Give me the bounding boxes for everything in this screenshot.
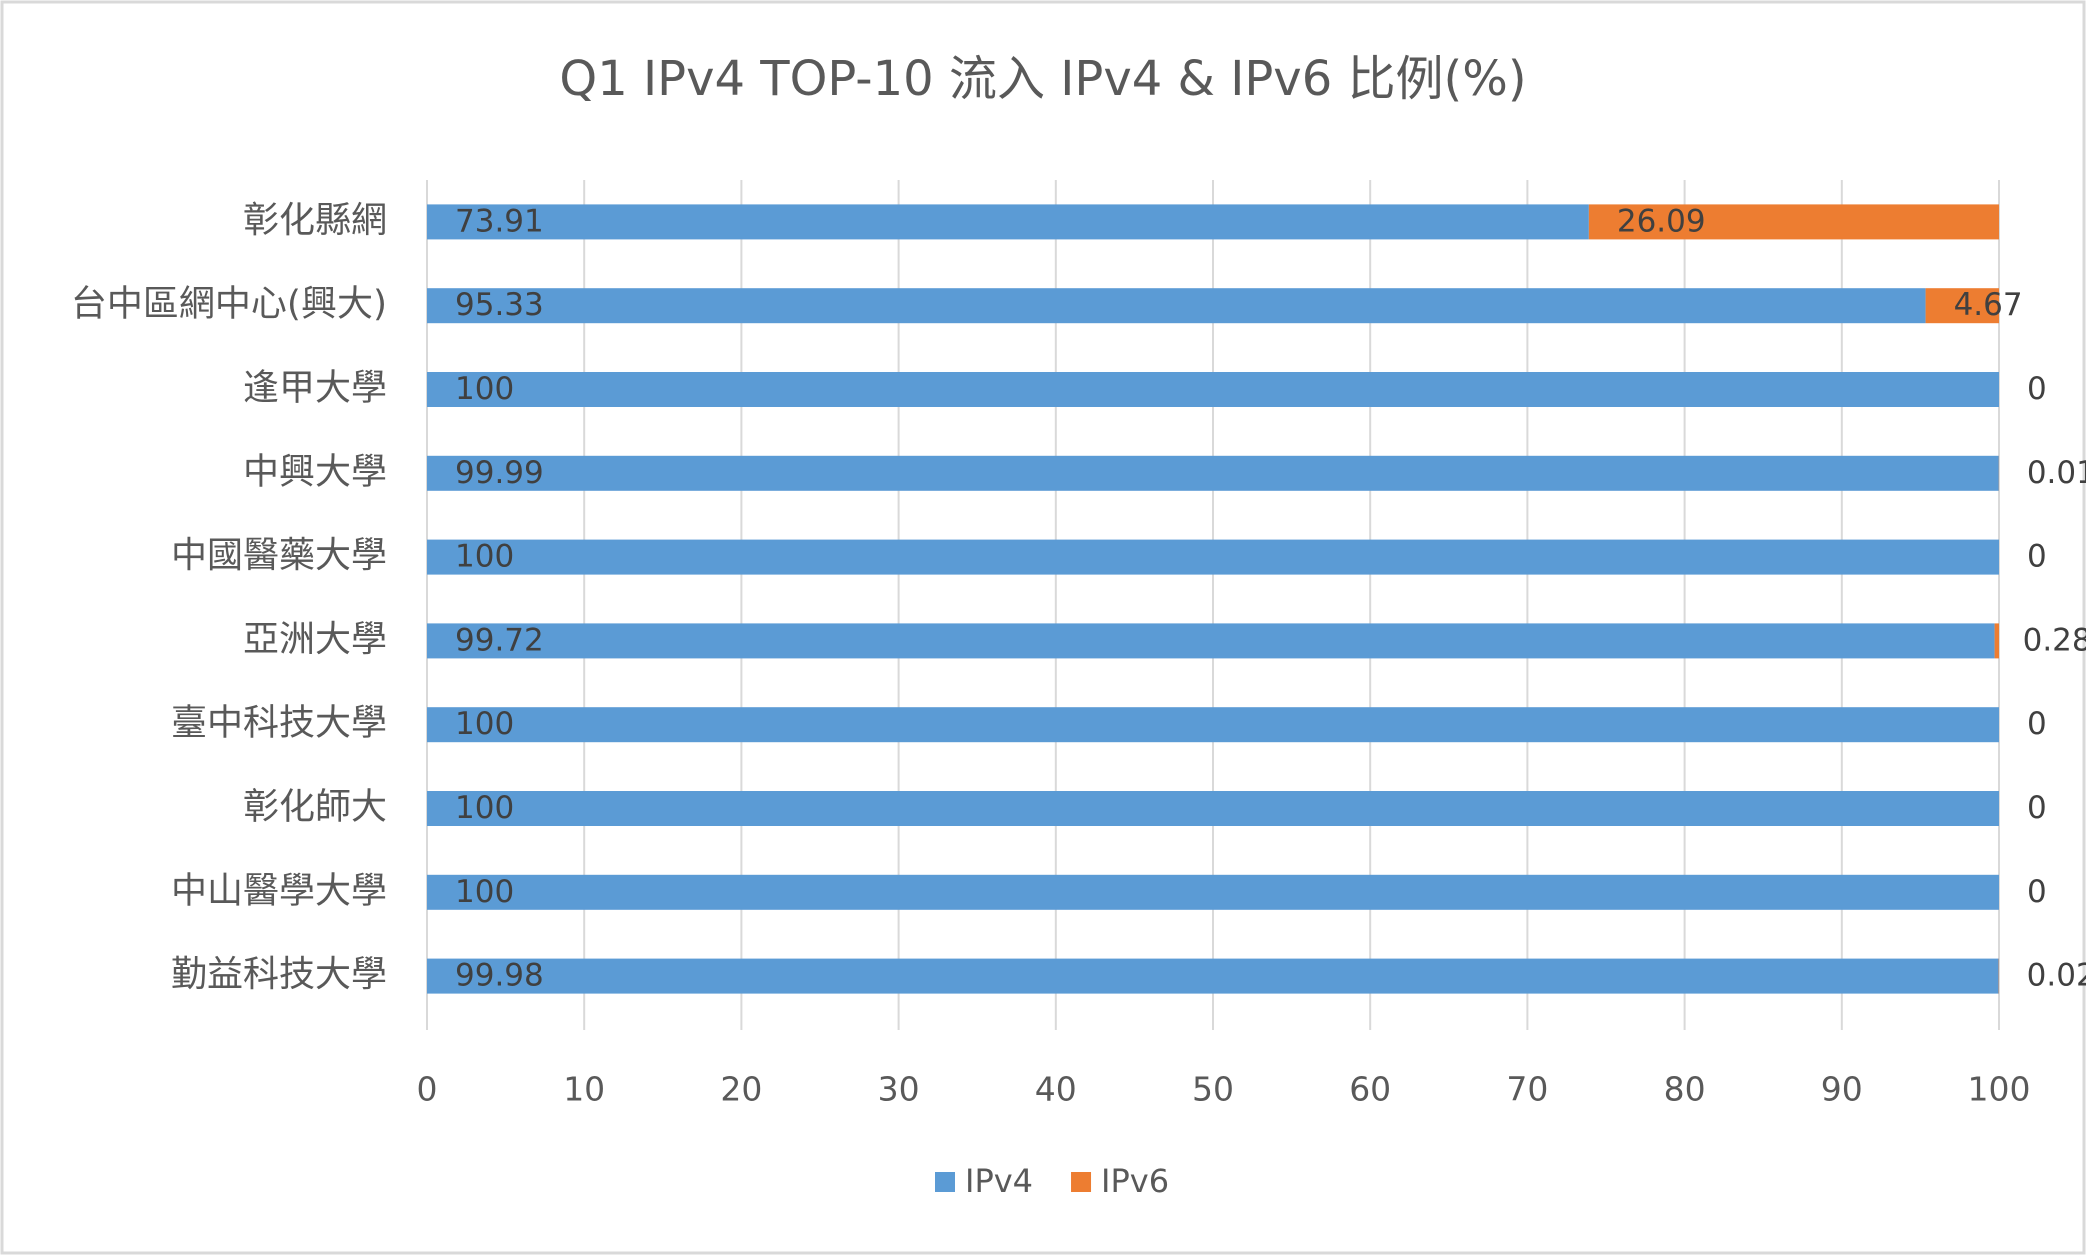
x-tick-label: 90 xyxy=(1821,1070,1863,1109)
bar-segment xyxy=(427,288,1926,324)
data-label: 0.02 xyxy=(2027,958,2086,994)
legend-swatch xyxy=(935,1172,955,1192)
x-tick-label: 80 xyxy=(1664,1070,1706,1109)
data-label: 100 xyxy=(455,706,514,742)
x-tick-label: 100 xyxy=(1968,1070,2031,1109)
y-tick-label: 勤益科技大學 xyxy=(171,954,387,995)
y-tick-label: 彰化縣網 xyxy=(243,200,387,241)
data-label: 0 xyxy=(2027,874,2047,910)
data-label: 4.67 xyxy=(1954,287,2023,323)
y-tick-label: 逢甲大學 xyxy=(243,368,387,409)
data-label: 100 xyxy=(455,790,514,826)
x-tick-label: 40 xyxy=(1035,1070,1077,1109)
legend-label: IPv6 xyxy=(1101,1162,1169,1200)
data-label: 73.91 xyxy=(455,203,544,239)
data-label: 99.98 xyxy=(455,958,544,994)
data-label: 95.33 xyxy=(455,287,544,323)
legend-swatch xyxy=(1071,1172,1092,1192)
legend-label: IPv4 xyxy=(965,1162,1033,1200)
data-label: 99.72 xyxy=(455,622,544,658)
bar-segment xyxy=(427,372,1999,407)
bar-segment xyxy=(427,539,1999,575)
x-tick-label: 60 xyxy=(1349,1070,1391,1109)
y-tick-label: 臺中科技大學 xyxy=(171,703,387,744)
bar-segment xyxy=(427,707,1999,743)
x-tick-label: 10 xyxy=(563,1070,605,1109)
data-label: 100 xyxy=(455,539,514,575)
bar-segment xyxy=(427,958,1999,994)
bar-segment xyxy=(427,791,1999,826)
data-label: 99.99 xyxy=(455,455,544,491)
bar-segment xyxy=(1588,204,1999,240)
data-label: 0 xyxy=(2027,539,2047,575)
chart-title: Q1 IPv4 TOP-10 流入 IPv4 & IPv6 比例(%) xyxy=(559,51,1526,107)
data-label: 100 xyxy=(455,371,514,407)
data-label: 0 xyxy=(2027,790,2047,826)
y-tick-label: 中國醫藥大學 xyxy=(171,535,387,576)
bar-segment xyxy=(1925,288,1999,324)
data-label: 26.09 xyxy=(1617,203,1706,239)
y-tick-label: 彰化師大 xyxy=(243,787,387,828)
y-tick-label: 亞洲大學 xyxy=(243,619,387,660)
y-tick-label: 台中區網中心(興大) xyxy=(71,284,387,325)
data-label: 0.28 xyxy=(2023,622,2086,658)
y-tick-label: 中山醫學大學 xyxy=(171,870,387,911)
x-tick-label: 30 xyxy=(878,1070,920,1109)
bar-segment xyxy=(427,623,1995,659)
bar-segment xyxy=(1994,623,1999,659)
data-label: 0 xyxy=(2027,371,2047,407)
bar-segment xyxy=(427,874,1999,910)
data-label: 100 xyxy=(455,874,514,910)
y-tick-label: 中興大學 xyxy=(243,451,387,492)
data-label: 0.01 xyxy=(2027,455,2086,491)
x-tick-label: 20 xyxy=(720,1070,762,1109)
bar-segment xyxy=(427,455,1999,491)
data-label: 0 xyxy=(2027,706,2047,742)
bar-segment xyxy=(427,204,1589,240)
x-tick-label: 70 xyxy=(1506,1070,1548,1109)
x-tick-label: 0 xyxy=(417,1070,438,1109)
x-tick-label: 50 xyxy=(1192,1070,1234,1109)
